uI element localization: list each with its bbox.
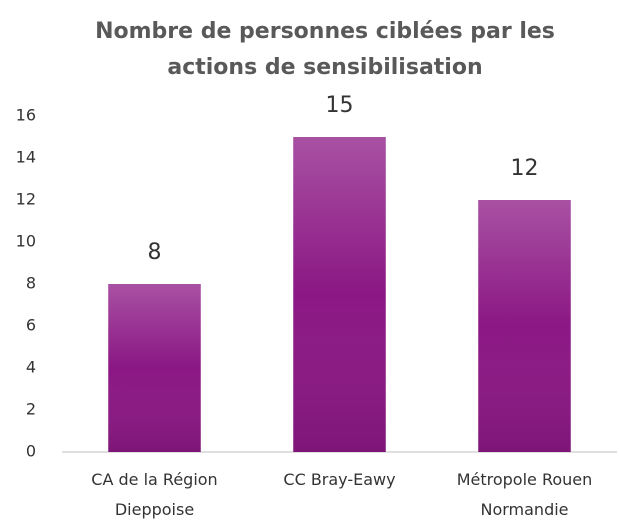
y-tick-label: 10 [16, 232, 36, 251]
x-tick-label: CC Bray-Eawy [283, 470, 396, 489]
bar-sheen [478, 200, 571, 452]
bar-sheen [108, 284, 201, 452]
data-label: 12 [511, 156, 539, 181]
chart-title: Nombre de personnes ciblées par les acti… [95, 19, 555, 80]
y-tick-label: 8 [26, 274, 36, 293]
y-tick-label: 16 [16, 106, 36, 125]
y-tick-label: 0 [26, 442, 36, 461]
y-tick-label: 6 [26, 316, 36, 335]
x-tick-label: Métropole Rouen Normandie [456, 470, 593, 519]
bar-sheen [293, 137, 386, 452]
x-tick-label: CA de la Région Dieppoise [91, 470, 218, 519]
y-tick-label: 2 [26, 400, 36, 419]
y-tick-label: 14 [16, 148, 36, 167]
data-label: 8 [148, 240, 162, 265]
data-label: 15 [326, 93, 354, 118]
y-tick-label: 12 [16, 190, 36, 209]
y-tick-label: 4 [26, 358, 36, 377]
